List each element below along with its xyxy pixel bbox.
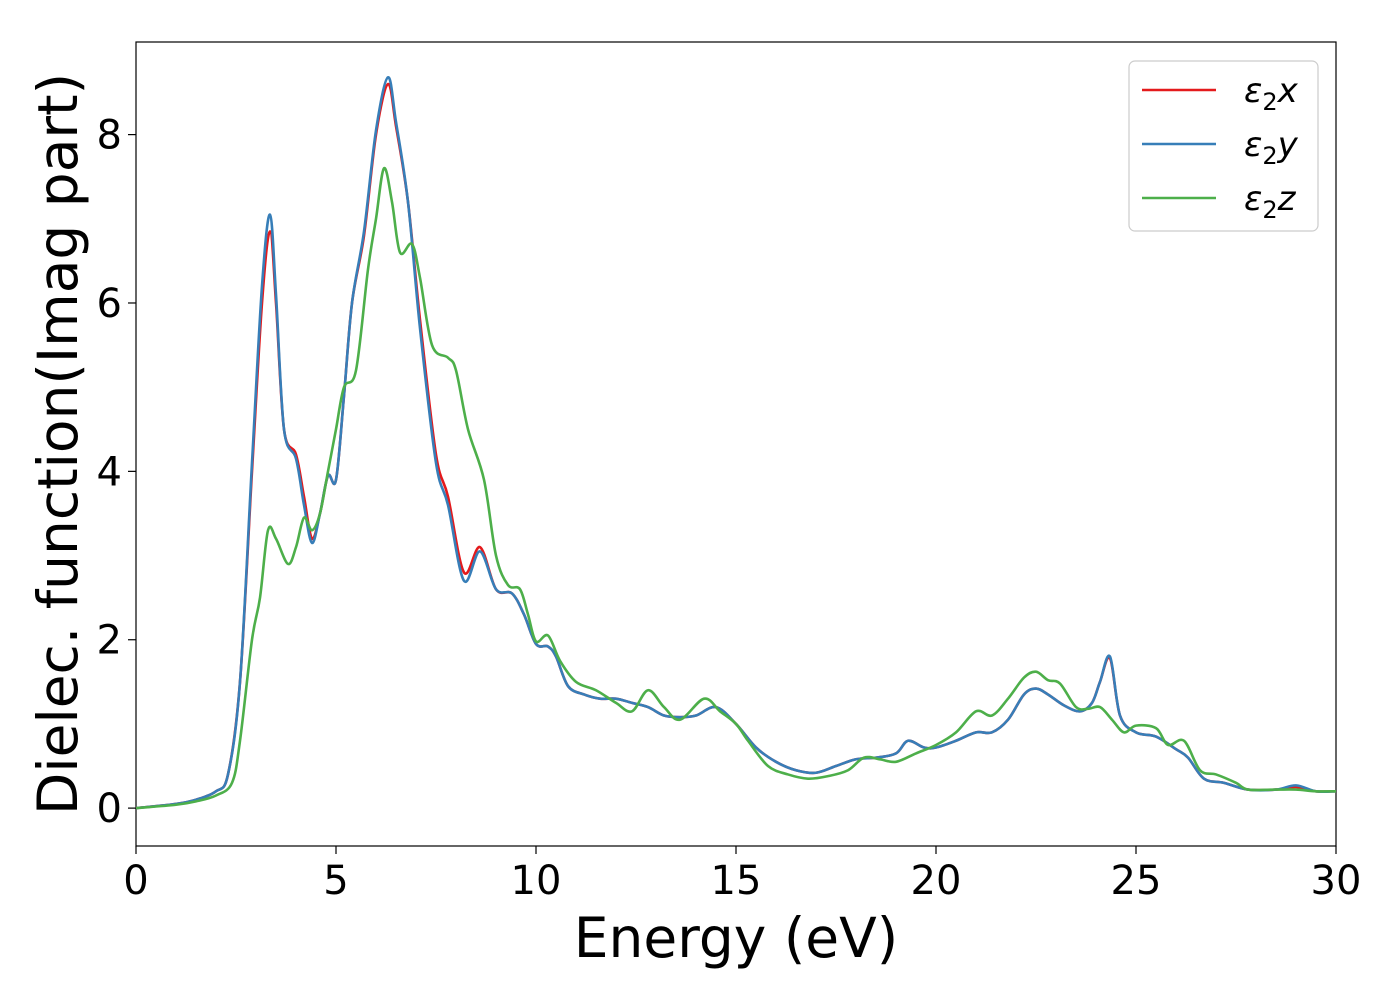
x-tick-label: 20	[911, 858, 962, 904]
x-tick-label: 25	[1111, 858, 1162, 904]
y-tick-label: 6	[97, 281, 122, 327]
series-line-z	[135, 166, 1337, 810]
x-tick-label: 15	[711, 858, 762, 904]
y-axis-label: Dielec. function(Imag part)	[26, 73, 90, 815]
y-axis-ticks: 0 2 4 6 8	[97, 113, 136, 832]
y-tick-label: 8	[97, 113, 122, 159]
x-tick-label: 30	[1311, 858, 1362, 904]
legend-label-x: ε2x	[1244, 71, 1299, 116]
series-layer	[135, 76, 1337, 810]
legend-label-y: ε2y	[1244, 125, 1299, 170]
x-tick-label: 10	[511, 858, 562, 904]
series-line-y	[135, 76, 1337, 810]
legend-label-z: ε2z	[1244, 179, 1297, 224]
x-tick-label: 5	[323, 858, 348, 904]
y-tick-label: 2	[97, 618, 122, 664]
x-tick-label: 0	[123, 858, 148, 904]
x-axis-ticks: 0 5 10 15 20 25 30	[123, 846, 1361, 904]
legend-entries: ε2x ε2y ε2z	[1142, 71, 1299, 224]
legend-box	[1128, 60, 1319, 232]
x-axis-label: Energy (eV)	[574, 906, 898, 970]
y-tick-label: 4	[97, 449, 122, 495]
y-tick-label: 0	[97, 786, 122, 832]
legend: ε2x ε2y ε2z	[1128, 60, 1319, 232]
